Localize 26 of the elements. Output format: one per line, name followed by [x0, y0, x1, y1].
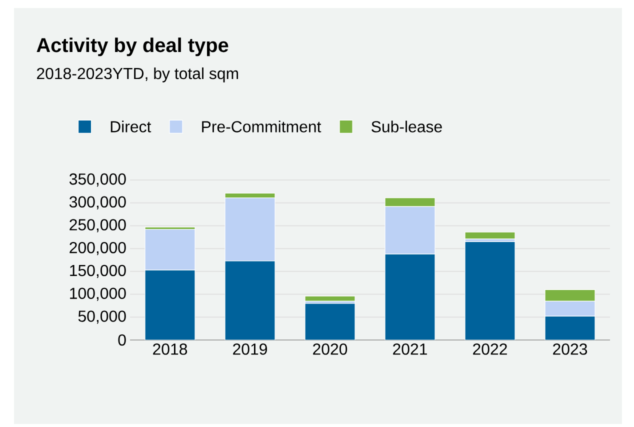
legend-label: Direct — [110, 120, 152, 132]
x-tick-label: 2018 — [153, 344, 188, 355]
legend-label: Pre-Commitment — [202, 120, 322, 132]
chart-subtitle: 2018-2023YTD, by total sqm — [37, 67, 238, 82]
bar — [224, 260, 276, 340]
chart-title: Activity by deal type — [36, 38, 228, 56]
x-tick-label: 2021 — [393, 344, 427, 355]
bar — [144, 270, 196, 340]
bar — [464, 241, 516, 340]
bar — [304, 303, 356, 340]
bar — [304, 296, 356, 302]
y-tick-label: 250,000 — [70, 219, 126, 232]
y-tick-label: 200,000 — [70, 242, 126, 256]
y-tick-label: 350,000 — [69, 173, 126, 187]
y-tick-label: 50,000 — [78, 310, 126, 324]
x-tick-label: 2020 — [313, 344, 348, 355]
y-tick-label: 0 — [118, 334, 126, 346]
x-tick-label: 2022 — [473, 344, 507, 355]
y-tick-label: 100,000 — [70, 288, 126, 301]
y-tick-label: 300,000 — [69, 196, 126, 210]
bar — [544, 316, 596, 340]
bar — [384, 254, 436, 340]
x-tick-label: 2019 — [233, 344, 267, 355]
y-tick-label: 150,000 — [70, 264, 126, 278]
x-tick-label: 2023 — [553, 344, 588, 355]
legend-label: Sub-lease — [372, 120, 442, 132]
